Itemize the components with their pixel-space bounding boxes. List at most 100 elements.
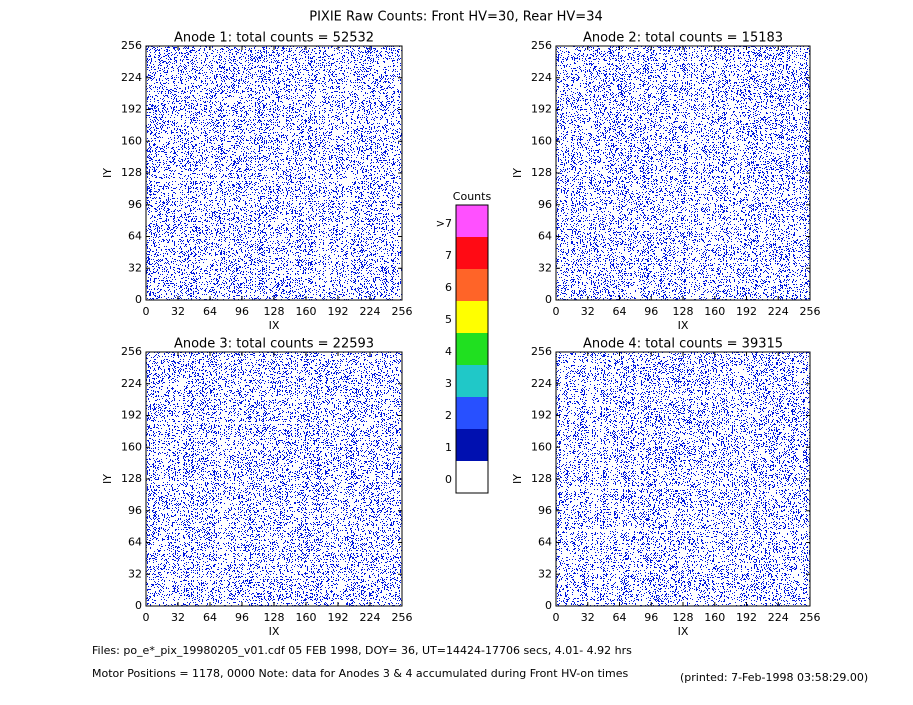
y-axis-label: IY <box>511 474 524 484</box>
y-tick-label: 32 <box>538 567 552 580</box>
x-tick-label: 192 <box>328 305 349 318</box>
panel-title: Anode 4: total counts = 39315 <box>583 337 783 352</box>
y-tick-label: 32 <box>128 261 142 274</box>
y-tick-label: 128 <box>531 472 552 485</box>
x-tick-label: 256 <box>392 611 413 624</box>
colorbar-label: 6 <box>445 281 452 294</box>
colorbar-label: 4 <box>445 345 452 358</box>
y-tick-label: 224 <box>531 71 552 84</box>
x-tick-label: 160 <box>296 611 317 624</box>
y-tick-label: 96 <box>128 504 142 517</box>
x-tick-label: 224 <box>768 611 789 624</box>
x-tick-label: 224 <box>768 305 789 318</box>
colorbar-swatch <box>456 397 488 429</box>
colorbar-swatch <box>456 333 488 365</box>
colorbar-label: 3 <box>445 377 452 390</box>
y-tick-label: 0 <box>135 293 142 306</box>
y-tick-label: 256 <box>531 345 552 358</box>
y-tick-label: 160 <box>121 134 142 147</box>
x-tick-label: 96 <box>235 611 249 624</box>
x-tick-label: 0 <box>143 611 150 624</box>
colorbar-swatch <box>456 237 488 269</box>
colorbar-swatch <box>456 461 488 493</box>
x-tick-label: 32 <box>171 305 185 318</box>
x-axis-label: IX <box>269 625 280 638</box>
x-tick-label: 160 <box>704 611 725 624</box>
y-tick-label: 64 <box>538 536 552 549</box>
y-tick-label: 32 <box>538 261 552 274</box>
y-tick-label: 224 <box>531 377 552 390</box>
count-speckle <box>556 352 810 606</box>
x-tick-label: 32 <box>581 611 595 624</box>
x-tick-label: 256 <box>800 305 821 318</box>
colorbar-swatch <box>456 205 488 237</box>
y-tick-label: 96 <box>538 198 552 211</box>
y-tick-label: 160 <box>531 134 552 147</box>
count-speckle <box>146 352 402 606</box>
x-tick-label: 0 <box>553 611 560 624</box>
x-tick-label: 32 <box>171 611 185 624</box>
y-tick-label: 96 <box>128 198 142 211</box>
x-tick-label: 192 <box>736 611 757 624</box>
x-axis-label: IX <box>678 625 689 638</box>
y-tick-label: 128 <box>531 166 552 179</box>
colorbar-label: 1 <box>445 441 452 454</box>
y-tick-label: 192 <box>531 409 552 422</box>
y-tick-label: 224 <box>121 377 142 390</box>
y-tick-label: 192 <box>121 409 142 422</box>
footer-files: Files: po_e*_pix_19980205_v01.cdf 05 FEB… <box>92 644 632 657</box>
y-tick-label: 64 <box>538 230 552 243</box>
x-tick-label: 64 <box>613 305 627 318</box>
x-tick-label: 0 <box>143 305 150 318</box>
colorbar-swatch <box>456 269 488 301</box>
x-tick-label: 64 <box>203 611 217 624</box>
x-tick-label: 128 <box>264 611 285 624</box>
x-tick-label: 224 <box>360 611 381 624</box>
y-tick-label: 32 <box>128 567 142 580</box>
colorbar-label: 2 <box>445 409 452 422</box>
x-tick-label: 160 <box>704 305 725 318</box>
y-tick-label: 128 <box>121 472 142 485</box>
y-tick-label: 192 <box>121 103 142 116</box>
y-tick-label: 256 <box>531 39 552 52</box>
colorbar-swatch <box>456 365 488 397</box>
count-speckle <box>556 46 810 300</box>
count-speckle <box>146 46 402 300</box>
x-tick-label: 64 <box>203 305 217 318</box>
colorbar-frame <box>455 204 489 494</box>
y-tick-label: 64 <box>128 230 142 243</box>
x-axis-label: IX <box>678 319 689 332</box>
y-tick-label: 0 <box>135 599 142 612</box>
x-tick-label: 96 <box>235 305 249 318</box>
x-tick-label: 224 <box>360 305 381 318</box>
y-tick-label: 160 <box>121 440 142 453</box>
y-axis-label: IY <box>511 168 524 178</box>
y-tick-label: 96 <box>538 504 552 517</box>
x-tick-label: 256 <box>392 305 413 318</box>
colorbar-label: 0 <box>445 473 452 486</box>
x-tick-label: 192 <box>736 305 757 318</box>
x-tick-label: 128 <box>264 305 285 318</box>
colorbar-label: >7 <box>436 217 452 230</box>
x-tick-label: 32 <box>581 305 595 318</box>
x-axis-label: IX <box>269 319 280 332</box>
colorbar-label: 5 <box>445 313 452 326</box>
panel-title: Anode 1: total counts = 52532 <box>174 31 374 46</box>
x-tick-label: 160 <box>296 305 317 318</box>
x-tick-label: 96 <box>644 611 658 624</box>
x-tick-label: 192 <box>328 611 349 624</box>
y-tick-label: 128 <box>121 166 142 179</box>
colorbar-title: Counts <box>453 190 492 203</box>
y-tick-label: 256 <box>121 39 142 52</box>
y-tick-label: 0 <box>545 599 552 612</box>
x-tick-label: 256 <box>800 611 821 624</box>
figure-title: PIXIE Raw Counts: Front HV=30, Rear HV=3… <box>309 10 603 25</box>
panel-title: Anode 3: total counts = 22593 <box>174 337 374 352</box>
y-tick-label: 224 <box>121 71 142 84</box>
x-tick-label: 64 <box>613 611 627 624</box>
y-tick-label: 64 <box>128 536 142 549</box>
footer-printed: (printed: 7-Feb-1998 03:58:29.00) <box>680 671 868 684</box>
y-tick-label: 160 <box>531 440 552 453</box>
colorbar-swatch <box>456 301 488 333</box>
y-tick-label: 256 <box>121 345 142 358</box>
